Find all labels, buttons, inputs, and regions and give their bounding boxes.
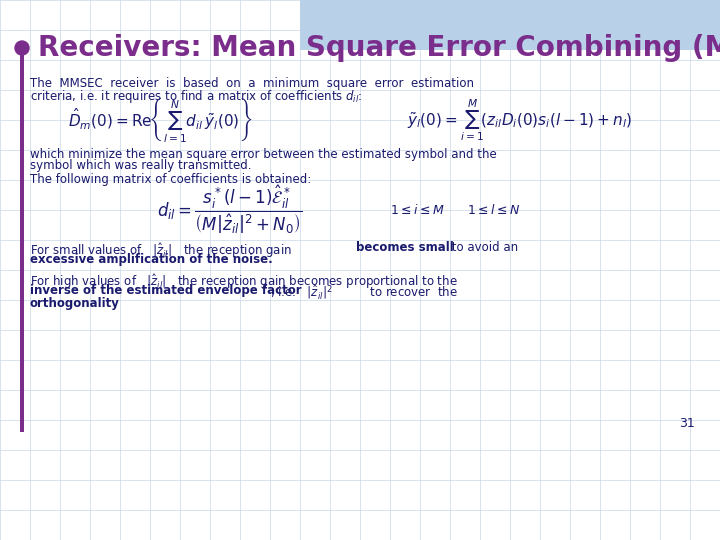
Text: The following matrix of coefficients is obtained:: The following matrix of coefficients is …	[30, 173, 311, 186]
Text: inverse of the estimated envelope factor: inverse of the estimated envelope factor	[30, 284, 302, 297]
Bar	[20, 50, 24, 432]
Text: becomes small: becomes small	[356, 241, 454, 254]
Text: $1 \leq i \leq M \quad\quad 1 \leq l \leq N$: $1 \leq i \leq M \quad\quad 1 \leq l \le…	[390, 203, 521, 217]
Text: orthogonality: orthogonality	[30, 297, 120, 310]
Text: Receivers: Mean Square Error Combining (MMSEC): Receivers: Mean Square Error Combining (…	[38, 34, 720, 62]
Text: The  MMSEC  receiver  is  based  on  a  minimum  square  error  estimation: The MMSEC receiver is based on a minimum…	[30, 77, 474, 90]
Text: For small values of   $\left|\hat{z}_{il}\right|$   the reception gain: For small values of $\left|\hat{z}_{il}\…	[30, 241, 292, 260]
Text: $\tilde{y}_l(0) = \sum_{i=1}^{M}\!\left(z_{il}D_i(0)s_i(l-1)+n_l\right)$: $\tilde{y}_l(0) = \sum_{i=1}^{M}\!\left(…	[408, 97, 633, 143]
Text: excessive amplification of the noise.: excessive amplification of the noise.	[30, 253, 273, 266]
Text: to avoid an: to avoid an	[448, 241, 518, 254]
Circle shape	[15, 41, 29, 55]
Text: symbol which was really transmitted.: symbol which was really transmitted.	[30, 159, 251, 172]
Text: , i.e.   $\left|\hat{z}_{il}\right|^2$          to recover  the: , i.e. $\left|\hat{z}_{il}\right|^2$ to …	[270, 284, 458, 302]
Text: 31: 31	[679, 417, 695, 430]
Text: which minimize the mean square error between the estimated symbol and the: which minimize the mean square error bet…	[30, 148, 497, 161]
Bar	[300, 0, 720, 50]
Text: $\hat{D}_m(0) = \mathrm{Re}\!\left\{\sum_{l=1}^{N} d_{il}\,\tilde{y}_l(0)\right\: $\hat{D}_m(0) = \mathrm{Re}\!\left\{\sum…	[68, 96, 253, 144]
Text: $d_{il} = \dfrac{s_i^*(l-1)\hat{\mathcal{E}}_{il}^*}{\left(M\left|\hat{z}_{il}\r: $d_{il} = \dfrac{s_i^*(l-1)\hat{\mathcal…	[158, 184, 302, 236]
Text: criteria, i.e. it requires to find a matrix of coefficients $d_{il}$:: criteria, i.e. it requires to find a mat…	[30, 88, 362, 105]
Text: For high values of   $\left|\hat{z}_{il}\right|$   the reception gain becomes pr: For high values of $\left|\hat{z}_{il}\r…	[30, 272, 458, 291]
